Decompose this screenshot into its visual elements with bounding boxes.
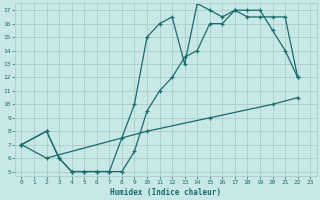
X-axis label: Humidex (Indice chaleur): Humidex (Indice chaleur) xyxy=(110,188,221,197)
